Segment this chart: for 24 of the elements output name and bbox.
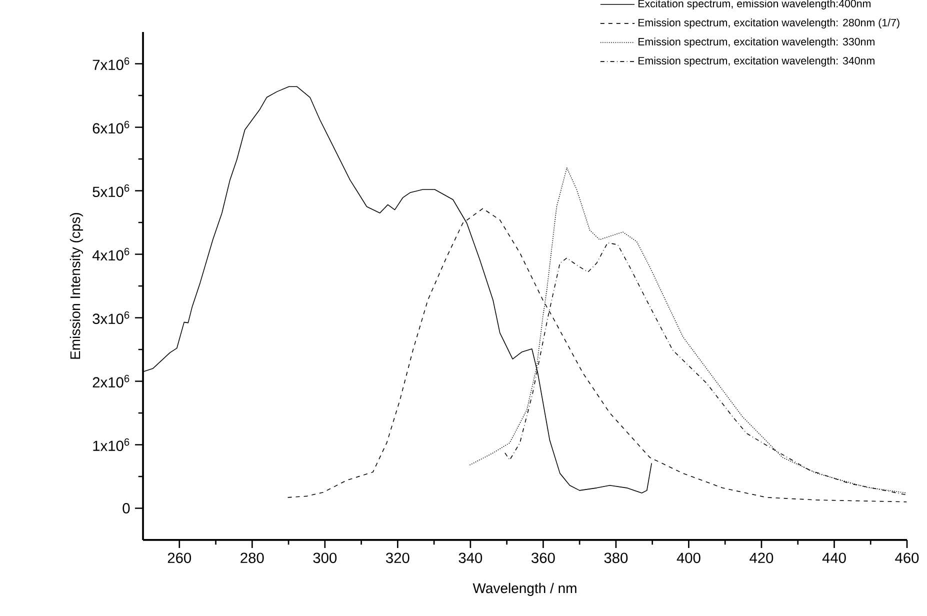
legend-label: Emission spectrum, excitation wavelength: 340nm xyxy=(638,56,874,67)
y-tick-label: 3x10$^{6}$ xyxy=(92,311,130,324)
x-tick-label: 360 xyxy=(532,552,555,564)
x-axis-title: Wavelength / nm xyxy=(472,582,576,596)
x-tick-label: 280 xyxy=(240,552,264,564)
x-tick-label: 380 xyxy=(604,552,628,564)
x-tick-label: 300 xyxy=(313,552,337,564)
y-tick-label: 2x10$^{6}$ xyxy=(92,374,130,388)
x-tick-label: 440 xyxy=(822,552,846,564)
x-tick-label: 260 xyxy=(168,552,192,564)
x-tick-label: 320 xyxy=(386,552,410,564)
y-axis-title: Emission Intensity (cps) xyxy=(70,212,83,359)
legend-label: Emission spectrum, excitation wavelength: 280nm (1/7) xyxy=(638,18,900,29)
x-tick-label: 400 xyxy=(676,552,700,564)
y-tick-label: 1x10$^{6}$ xyxy=(93,438,130,452)
y-tick-label: 6x10$^{6}$ xyxy=(92,120,130,134)
x-tick-label: 460 xyxy=(895,552,919,564)
y-tick-label: 0 xyxy=(122,503,130,514)
x-tick-label: 340 xyxy=(458,552,482,564)
y-tick-label: 4x10$^{6}$ xyxy=(92,248,130,261)
legend-label: Emission spectrum, excitation wavelength: 330nm xyxy=(638,38,874,48)
y-tick-label: 7x10$^{6}$ xyxy=(92,57,130,70)
y-tick-label: 5x10$^{6}$ xyxy=(92,184,130,198)
x-tick-label: 420 xyxy=(750,552,774,564)
